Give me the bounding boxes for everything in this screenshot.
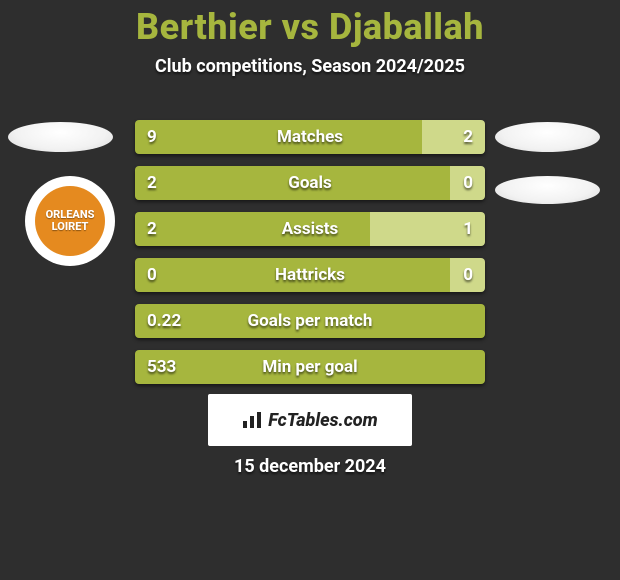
stat-row: 2Goals0 (135, 166, 485, 200)
player1-club-badge: ORLEANS LOIRET (25, 176, 115, 266)
player1-name: Berthier (136, 6, 272, 48)
stat-value-right: 1 (463, 212, 473, 246)
club-badge-text: ORLEANS LOIRET (35, 209, 105, 232)
stat-label: Goals per match (135, 304, 485, 338)
fctables-label: FcTables.com (268, 410, 377, 431)
stat-row: 533Min per goal (135, 350, 485, 384)
stat-row: 9Matches2 (135, 120, 485, 154)
stat-label: Matches (135, 120, 485, 154)
stat-row: 0Hattricks0 (135, 258, 485, 292)
fctables-icon (242, 411, 262, 429)
fctables-watermark: FcTables.com (208, 394, 412, 446)
stat-row: 0.22Goals per match (135, 304, 485, 338)
player1-photo-placeholder (8, 122, 113, 152)
date-label: 15 december 2024 (0, 456, 620, 477)
stat-label: Hattricks (135, 258, 485, 292)
vs-label: vs (282, 6, 320, 48)
player2-club-placeholder (495, 176, 600, 204)
stat-value-right: 0 (463, 166, 473, 200)
stat-row: 2Assists1 (135, 212, 485, 246)
stat-label: Min per goal (135, 350, 485, 384)
player2-name: Djaballah (329, 6, 484, 48)
comparison-title: Berthier vs Djaballah (0, 0, 620, 48)
stats-container: 9Matches22Goals02Assists10Hattricks00.22… (135, 120, 485, 396)
stat-value-right: 2 (463, 120, 473, 154)
stat-value-right: 0 (463, 258, 473, 292)
stat-label: Assists (135, 212, 485, 246)
player2-photo-placeholder (495, 122, 600, 152)
subtitle: Club competitions, Season 2024/2025 (0, 56, 620, 77)
stat-label: Goals (135, 166, 485, 200)
